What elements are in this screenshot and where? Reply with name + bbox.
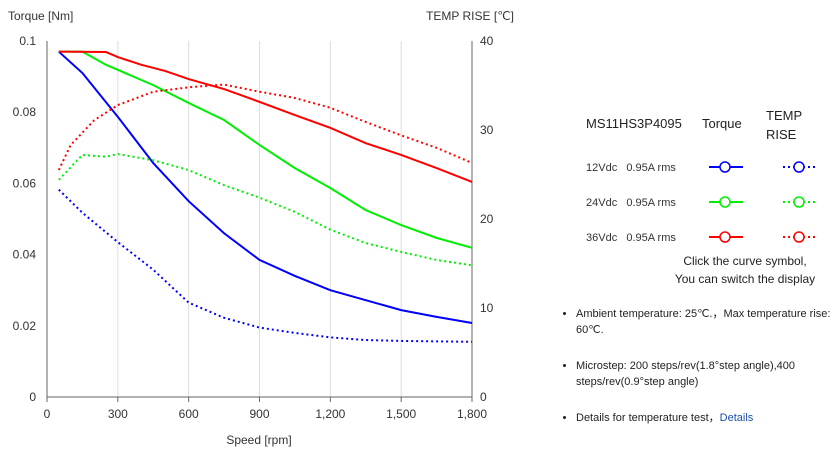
x-tick-label: 1,200	[315, 407, 345, 421]
y-tick-label: 0.04	[13, 248, 37, 262]
torque-temp-chart: 0 300 600 900 1,200 1,500 1,80000.020.040.060.…	[8, 9, 514, 447]
series-line-12vdc-torque	[58, 50, 473, 324]
legend-temp-symbol[interactable]	[782, 229, 818, 248]
x-tick-label: 900	[249, 407, 269, 421]
legend-temp-symbol[interactable]	[782, 159, 818, 178]
x-tick-label: 600	[179, 407, 199, 421]
x-tick-label: 300	[108, 407, 128, 421]
series-line-24vdc-temp-rise	[58, 153, 473, 267]
notes-list: Ambient temperature: 25℃.，Max temperatur…	[560, 306, 836, 446]
y2-axis-label: TEMP RISE [℃]	[426, 9, 514, 23]
series-line-24vdc-torque	[58, 50, 473, 249]
y-tick-label: 0.08	[13, 105, 37, 119]
legend-torque-header: Torque	[702, 116, 742, 131]
x-tick-label: 0	[44, 407, 51, 421]
y-axis-label: Torque [Nm]	[8, 9, 73, 23]
x-tick-label: 1,500	[386, 407, 416, 421]
y2-tick-label: 30	[480, 123, 494, 137]
legend-row-label: 12Vdc 0.95A rms	[586, 162, 676, 174]
legend-torque-symbol[interactable]	[708, 229, 744, 248]
legend-torque-symbol[interactable]	[708, 194, 744, 213]
legend-torque-symbol[interactable]	[708, 159, 744, 178]
y2-tick-label: 20	[480, 212, 494, 226]
note-microstep: Microstep: 200 steps/rev(1.8°step angle)…	[576, 358, 836, 390]
legend-row-label: 36Vdc 0.95A rms	[586, 232, 676, 244]
legend-temp-symbol[interactable]	[782, 194, 818, 213]
note-details: Details for temperature test，Details	[576, 410, 836, 426]
legend-row-label: 24Vdc 0.95A rms	[586, 197, 676, 209]
details-link[interactable]: Details	[719, 412, 754, 424]
hint-line-1: Click the curve symbol,	[683, 254, 807, 268]
y-tick-label: 0	[29, 390, 36, 404]
legend-temp-header: TEMP RISE	[766, 108, 802, 142]
series-line-36vdc-temp-rise	[57, 83, 473, 171]
y2-tick-label: 0	[480, 390, 487, 404]
hint-line-2: You can switch the display	[674, 272, 816, 286]
y2-tick-label: 10	[480, 301, 494, 315]
y-tick-label: 0.06	[13, 176, 37, 190]
model-name: MS11HS3P4095	[586, 116, 682, 131]
y-tick-label: 0.1	[19, 34, 36, 48]
series-line-12vdc-temp-rise	[58, 188, 473, 343]
x-axis-label: Speed [rpm]	[226, 433, 291, 447]
x-tick-label: 1,800	[457, 407, 487, 421]
y-tick-label: 0.02	[13, 319, 37, 333]
note-ambient: Ambient temperature: 25℃.，Max temperatur…	[576, 306, 836, 338]
y2-tick-label: 40	[480, 34, 494, 48]
series-line-36vdc-torque	[58, 50, 473, 183]
